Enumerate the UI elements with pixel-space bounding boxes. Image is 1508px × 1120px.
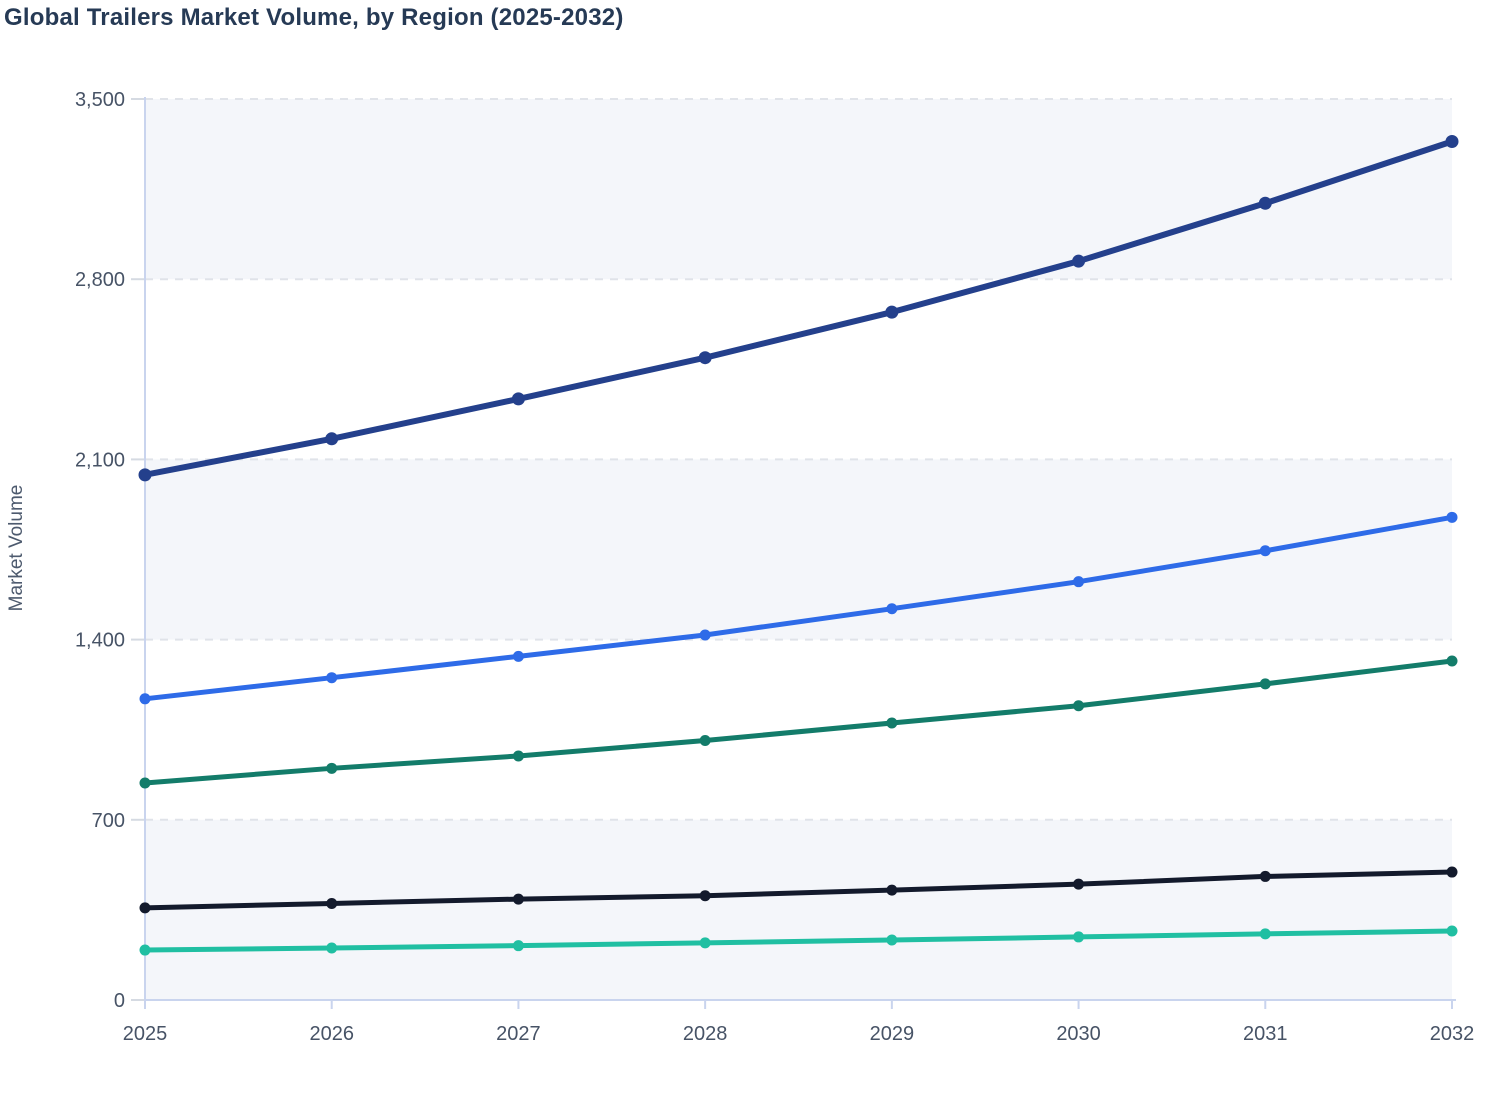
data-point <box>1446 866 1458 878</box>
y-tick-label: 1,400 <box>75 630 125 652</box>
data-point <box>1258 196 1272 210</box>
data-point <box>1445 134 1459 148</box>
chart-title: Global Trailers Market Volume, by Region… <box>4 4 624 31</box>
data-point <box>886 717 898 729</box>
y-tick-label: 2,100 <box>75 449 125 471</box>
x-tick-label: 2031 <box>1243 1023 1288 1045</box>
data-point <box>698 351 712 365</box>
series-green <box>139 655 1458 789</box>
series-line <box>142 869 1455 911</box>
data-point <box>699 629 711 641</box>
y-tick-label: 0 <box>114 990 125 1012</box>
data-point <box>326 942 338 954</box>
data-point <box>512 940 524 952</box>
x-tick-label: 2030 <box>1056 1023 1101 1045</box>
data-point <box>512 893 524 905</box>
data-point <box>885 305 899 319</box>
x-tick-label: 2028 <box>683 1023 728 1045</box>
series-line <box>142 658 1455 786</box>
data-point <box>1259 545 1271 557</box>
y-tick-label: 2,800 <box>75 269 125 291</box>
x-tick-label: 2027 <box>496 1023 541 1045</box>
x-tick-label: 2025 <box>123 1023 168 1045</box>
data-point <box>512 650 524 662</box>
data-point <box>699 735 711 747</box>
data-point <box>1259 928 1271 940</box>
x-tick-label: 2032 <box>1430 1023 1475 1045</box>
plot-band <box>145 819 1452 1000</box>
data-point <box>699 890 711 902</box>
data-point <box>1073 878 1085 890</box>
data-point <box>326 762 338 774</box>
series-line <box>142 928 1455 953</box>
series-blue <box>139 511 1458 705</box>
data-point <box>1073 576 1085 588</box>
data-point <box>1072 254 1086 268</box>
plot-band <box>145 459 1452 640</box>
data-point <box>886 884 898 896</box>
data-point <box>138 468 152 482</box>
data-point <box>1446 925 1458 937</box>
x-tick-label: 2029 <box>870 1023 915 1045</box>
x-tick-label: 2026 <box>309 1023 354 1045</box>
data-point <box>1446 511 1458 523</box>
data-point <box>325 432 339 446</box>
data-point <box>326 897 338 909</box>
y-tick-label: 3,500 <box>75 89 125 111</box>
data-point <box>139 902 151 914</box>
data-point <box>139 693 151 705</box>
data-point <box>511 392 525 406</box>
series-line <box>142 138 1455 478</box>
data-point <box>1073 931 1085 943</box>
data-point <box>1259 870 1271 882</box>
data-point <box>1259 678 1271 690</box>
plot-band <box>145 99 1452 280</box>
data-point <box>886 934 898 946</box>
data-point <box>886 603 898 615</box>
data-point <box>699 937 711 949</box>
data-point <box>1446 655 1458 667</box>
data-point <box>326 672 338 684</box>
data-point <box>139 777 151 789</box>
series-teal <box>139 925 1458 956</box>
series-dark-navy <box>138 134 1459 482</box>
series-black <box>139 866 1458 914</box>
data-point <box>139 944 151 956</box>
data-point <box>512 750 524 762</box>
series-line <box>142 514 1455 702</box>
data-point <box>1073 700 1085 712</box>
y-tick-label: 700 <box>92 810 125 832</box>
